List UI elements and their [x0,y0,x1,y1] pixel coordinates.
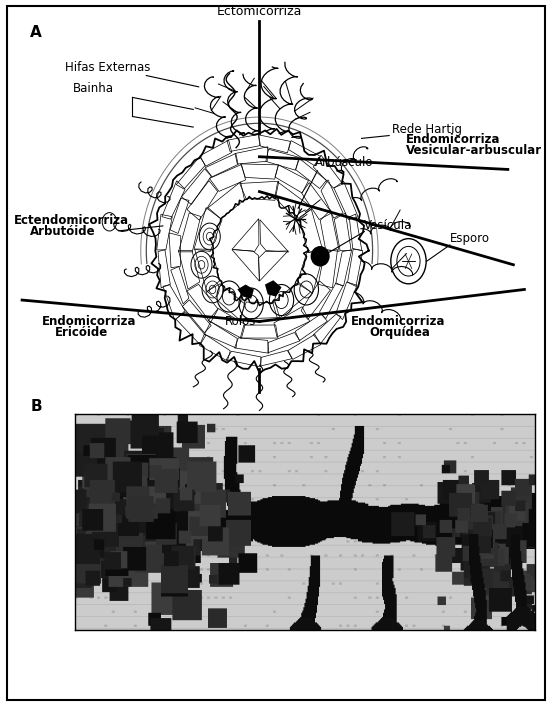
Text: Hifas Externas: Hifas Externas [65,61,150,74]
Text: Ericóide: Ericóide [55,326,108,339]
Ellipse shape [311,247,329,266]
Text: Endomicorriza: Endomicorriza [351,316,445,328]
Text: Endomicorriza: Endomicorriza [406,133,500,146]
Text: Orquídea: Orquídea [370,326,431,339]
Text: alimentação: alimentação [359,520,423,530]
Text: Bainha: Bainha [73,83,114,95]
Text: Ectomicorriza: Ectomicorriza [217,5,302,18]
Text: Rede Hartig: Rede Hartig [392,123,462,136]
Text: Rolos: Rolos [225,316,256,328]
Text: Esporo: Esporo [450,232,490,245]
Text: Arbutóide: Arbutóide [30,225,96,238]
Text: Raiz de: Raiz de [359,510,397,520]
Text: Ectendomicorriza: Ectendomicorriza [14,215,129,227]
Text: Camada miceliana: Camada miceliana [116,602,213,612]
Text: B: B [30,399,42,414]
Text: Vesicular-arbuscular: Vesicular-arbuscular [406,144,542,157]
Text: A: A [30,25,42,40]
Text: Endomicorriza: Endomicorriza [41,316,136,328]
Text: Arbúsculo: Arbúsculo [315,157,373,169]
Polygon shape [265,280,282,297]
Polygon shape [237,285,254,299]
Text: Vesícula: Vesícula [364,219,413,232]
FancyBboxPatch shape [7,6,545,700]
